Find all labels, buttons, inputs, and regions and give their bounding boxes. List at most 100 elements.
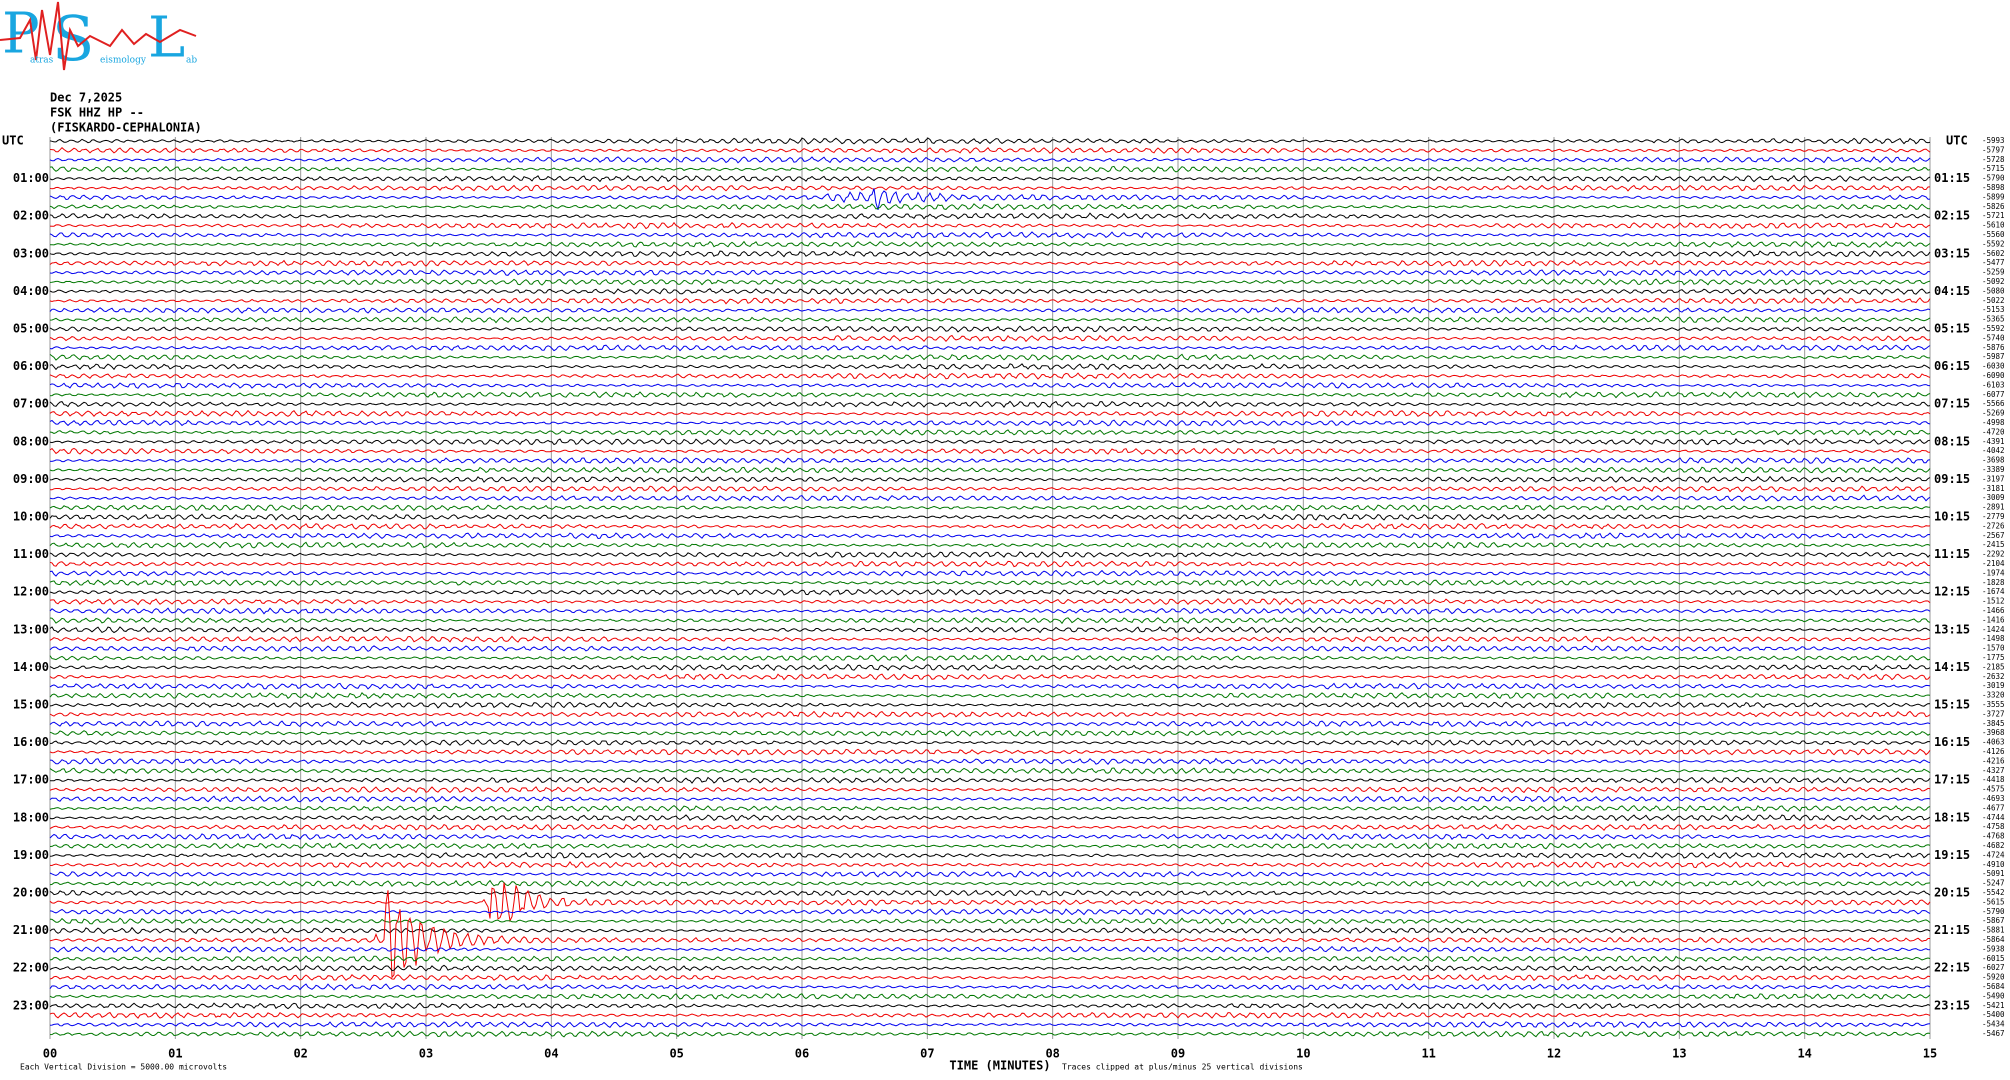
trace	[49, 617, 1931, 625]
left-time-label: 12:00	[13, 585, 49, 599]
trace	[49, 720, 1931, 728]
left-time-label: 17:00	[13, 773, 49, 787]
left-time-label: 08:00	[13, 434, 49, 448]
footer-clip: Traces clipped at plus/minus 25 vertical…	[1062, 1063, 1303, 1072]
trace-offset: -3197	[1982, 474, 2005, 483]
trace-offset: -5790	[1982, 174, 2005, 183]
x-tick-label: 13	[1672, 1047, 1686, 1061]
trace-offset: -5864	[1982, 935, 2005, 944]
trace	[49, 786, 1931, 794]
right-time-label: 20:15	[1934, 886, 1970, 900]
trace	[49, 626, 1931, 634]
trace	[49, 231, 1931, 239]
logo: P S L atras eismology ab	[0, 2, 197, 75]
trace-offset: -5876	[1982, 343, 2005, 352]
trace-offset: -5434	[1982, 1020, 2005, 1029]
trace	[49, 268, 1931, 277]
trace	[49, 757, 1931, 765]
trace	[49, 795, 1931, 803]
trace	[49, 682, 1931, 690]
trace	[50, 739, 1931, 746]
trace	[49, 767, 1931, 775]
trace	[49, 579, 1931, 587]
left-time-label: 07:00	[13, 397, 49, 411]
trace	[49, 532, 1931, 540]
trace-offset: -6090	[1982, 371, 2005, 380]
trace-offset: -5592	[1982, 324, 2005, 333]
trace-offset: -3968	[1982, 728, 2005, 737]
trace	[49, 851, 1931, 859]
trace	[49, 1021, 1931, 1029]
trace	[49, 212, 1931, 220]
trace	[49, 569, 1931, 577]
trace-offset: -4216	[1982, 756, 2005, 765]
trace-offset: -1466	[1982, 606, 2005, 615]
trace	[49, 504, 1931, 512]
trace-offset: -3698	[1982, 456, 2005, 465]
trace	[49, 890, 1930, 979]
trace	[49, 306, 1931, 314]
trace-offset: -5715	[1982, 164, 2005, 173]
trace	[49, 560, 1930, 568]
trace-offset: -2415	[1982, 540, 2005, 549]
left-time-label: 19:00	[13, 848, 49, 862]
trace	[49, 494, 1931, 502]
trace-offset: -5091	[1982, 869, 2005, 878]
x-tick-label: 01	[168, 1047, 182, 1061]
trace-offset: -3555	[1982, 700, 2005, 709]
trace	[49, 710, 1931, 718]
trace-offset: -5898	[1982, 183, 2005, 192]
trace-offset: -3019	[1982, 681, 2005, 690]
trace-offset: -4391	[1982, 437, 2005, 446]
trace	[49, 409, 1931, 418]
trace-offset: -2104	[1982, 559, 2005, 568]
trace	[49, 1011, 1931, 1019]
trace	[49, 804, 1931, 813]
x-tick-label: 08	[1045, 1047, 1059, 1061]
trace	[49, 372, 1931, 380]
trace	[49, 607, 1931, 615]
trace	[50, 776, 1931, 784]
trace-offset: -5610	[1982, 221, 2005, 230]
trace-offset: -5721	[1982, 211, 2005, 220]
left-time-label: 23:00	[13, 998, 49, 1012]
trace-offset: -4575	[1982, 785, 2005, 794]
right-time-label: 21:15	[1934, 923, 1970, 937]
location: (FISKARDO-CEPHALONIA)	[50, 121, 202, 135]
trace-offset: -4063	[1982, 738, 2005, 747]
trace	[49, 974, 1931, 982]
x-tick-label: 07	[920, 1047, 934, 1061]
left-time-label: 22:00	[13, 961, 49, 975]
left-time-label: UTC	[2, 134, 24, 148]
trace-offset: -4126	[1982, 747, 2005, 756]
trace	[49, 748, 1931, 756]
right-time-label: 13:15	[1934, 622, 1970, 636]
trace-offset: -5421	[1982, 1001, 2005, 1010]
trace	[49, 889, 1931, 897]
trace-offset: -3009	[1982, 493, 2005, 502]
trace	[49, 908, 1931, 916]
trace-offset: -5920	[1982, 973, 2005, 982]
trace	[49, 316, 1931, 324]
left-time-label: 09:00	[13, 472, 49, 486]
trace-offset: -5365	[1982, 315, 2005, 324]
trace-offset: -6077	[1982, 390, 2005, 399]
right-time-label: 14:15	[1934, 660, 1970, 674]
trace	[50, 945, 1931, 953]
trace-offset: -1674	[1982, 587, 2005, 596]
trace	[49, 400, 1931, 408]
trace	[49, 240, 1931, 248]
trace-offset: -5867	[1982, 916, 2005, 925]
x-tick-label: 00	[43, 1047, 57, 1061]
trace-offset: -4720	[1982, 427, 2005, 436]
trace	[49, 381, 1931, 389]
trace	[49, 475, 1931, 483]
x-tick-label: 02	[293, 1047, 307, 1061]
trace-offset: -1424	[1982, 625, 2005, 634]
trace	[49, 964, 1931, 972]
trace	[49, 588, 1931, 596]
left-time-label: 16:00	[13, 735, 49, 749]
trace-offset: -2632	[1982, 672, 2005, 681]
right-time-label: 09:15	[1934, 472, 1970, 486]
trace-offset: -4758	[1982, 822, 2005, 831]
